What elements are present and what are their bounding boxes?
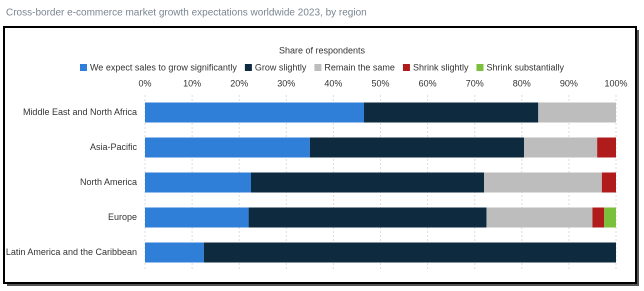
x-tick-label: 0% (138, 78, 151, 88)
bar-segment (250, 172, 485, 193)
bar-segment (601, 172, 616, 193)
y-tick-label: Asia-Pacific (90, 142, 138, 152)
bar-segment (486, 207, 593, 228)
legend: We expect sales to grow significantly Gro… (79, 62, 565, 72)
x-tick-label: 10% (183, 78, 201, 88)
x-tick-label: 100% (604, 78, 627, 88)
bar-segment (538, 102, 616, 123)
x-tick-label: 20% (230, 78, 248, 88)
bar-segment (597, 137, 616, 158)
bar-segment (203, 242, 616, 263)
legend-swatch (402, 64, 410, 71)
legend-swatch (314, 64, 322, 71)
legend-label: Grow slightly (255, 62, 307, 72)
bar-segment (145, 242, 204, 263)
bar-segment (145, 137, 310, 158)
legend-label: Shrink slightly (413, 62, 469, 72)
axis-title: Share of respondents (279, 45, 366, 55)
bar-segment (524, 137, 598, 158)
legend-swatch (244, 64, 252, 71)
legend-label: Shrink substantially (486, 62, 564, 72)
bar-segment (592, 207, 605, 228)
bar-segment (309, 137, 525, 158)
x-tick-label: 90% (560, 78, 578, 88)
bar-segment (364, 102, 539, 123)
bar-segment (248, 207, 487, 228)
legend-label: We expect sales to grow significantly (90, 62, 237, 72)
bar-segment (145, 102, 365, 123)
x-tick-label: 70% (466, 78, 484, 88)
y-tick-label: Middle East and North Africa (23, 107, 137, 117)
x-tick-label: 50% (371, 78, 389, 88)
bar-segment (604, 207, 616, 228)
x-tick-label: 80% (513, 78, 531, 88)
bar-segment (484, 172, 602, 193)
bar-segment (145, 207, 249, 228)
x-tick-label: 30% (277, 78, 295, 88)
y-tick-label: North America (80, 177, 137, 187)
legend-label: Remain the same (324, 62, 395, 72)
x-tick-label: 60% (419, 78, 437, 88)
legend-swatch (476, 64, 484, 71)
y-tick-label: Latin America and the Caribbean (6, 247, 137, 257)
legend-swatch (79, 64, 87, 71)
chart-title: Cross-border e-commerce market growth ex… (6, 8, 367, 19)
bar-segment (145, 172, 251, 193)
x-tick-label: 40% (324, 78, 342, 88)
y-tick-label: Europe (108, 212, 137, 222)
